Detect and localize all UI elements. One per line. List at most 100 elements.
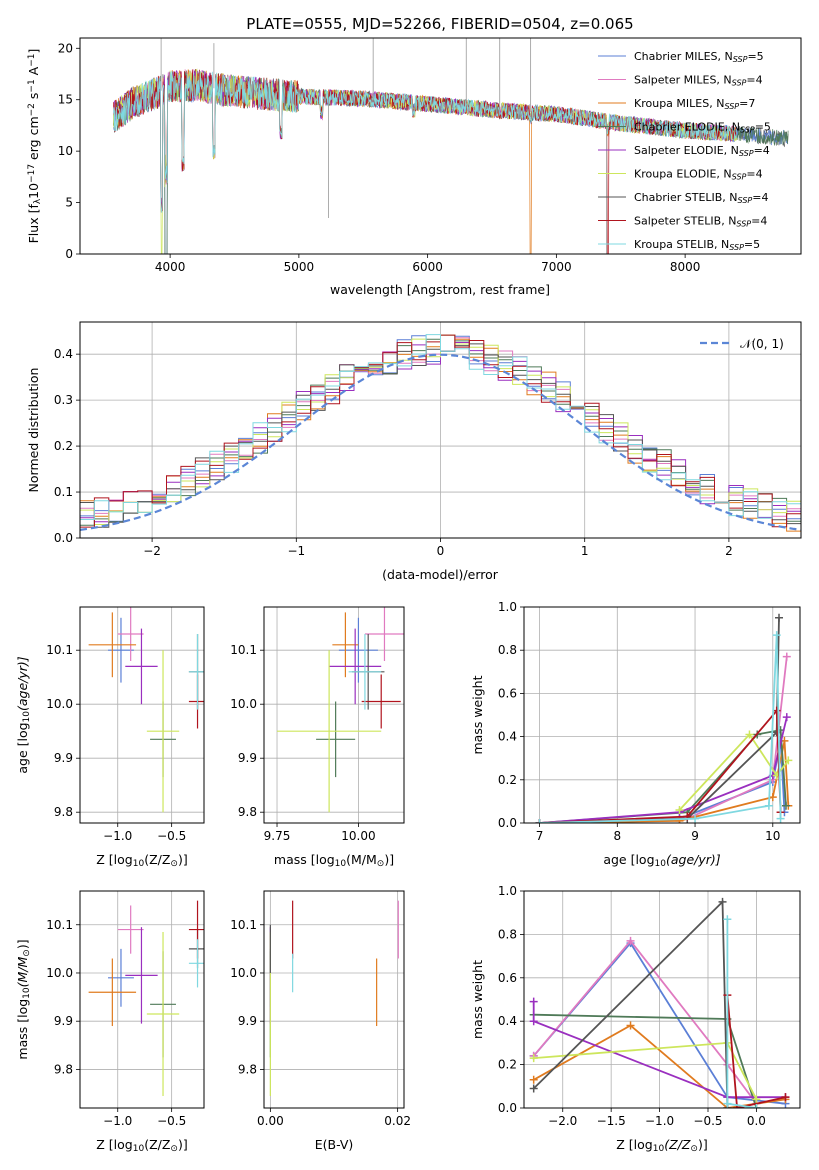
legend-sub: SSP [738,196,753,205]
xlabel-age_vs_z: Z [log10(Z/Z⊙)] [96,852,187,869]
label-part: 10 [22,711,32,723]
legend-entry: Chabrier STELIB, NSSP=4 [634,191,768,205]
plot-area [524,607,800,823]
label-part: E(B-V) [315,1137,354,1152]
weight-marker-salp_elodie [529,997,538,1006]
label-part: )] [698,1137,708,1152]
legend-sub: SSP [732,173,747,182]
legend-sub: SSP [736,220,751,229]
plot-area [80,607,204,823]
legend-name: Kroupa STELIB, N [634,238,729,251]
plot-background [264,891,404,1108]
weight-marker-salp_miles [782,652,791,661]
weight-marker-krou_stelib [772,631,781,640]
histogram-krou_stelib [80,334,801,520]
weight-marker-krou_miles [529,1075,538,1084]
y-tick-label: 10.1 [230,643,257,657]
label-part: )] [15,939,30,949]
x-tick-label: 0.00 [257,1114,284,1128]
y-tick-label: 0.4 [498,1014,517,1028]
weight-marker-krou_stelib [723,1099,732,1108]
x-tick-label: −1.5 [597,1114,626,1128]
label-part: 10 [133,1144,145,1154]
y-tick-label: 9.9 [238,1014,257,1028]
label-part: 10 [26,183,41,199]
y-tick-label: 0.0 [498,1101,517,1115]
y-tick-label: 0.4 [498,730,517,744]
spectrum-line-krou_stelib [113,70,737,213]
weight-marker-chab_stelib [775,613,784,622]
x-tick-label: 10 [765,829,780,843]
x-tick-label: 0.02 [384,1114,411,1128]
weight-marker-krou_stelib [535,819,544,823]
y-tick-label: 15 [58,93,73,107]
residual-xlabel: (data-model)/error [382,567,499,582]
weight-marker-chab_stelib [529,1084,538,1093]
label-part: λ [33,198,43,204]
y-tick-label: 0.0 [498,816,517,830]
weight-marker-krou_elodie [745,730,754,739]
y-tick-label: 10.0 [46,697,73,711]
legend-name: Salpeter MILES, N [634,74,732,87]
legend-name: Salpeter STELIB, N [634,215,736,228]
y-tick-label: 20 [58,41,73,55]
label-part: (Z/Z [144,852,170,867]
label-part: Z [log [616,1137,652,1152]
plot-frame [263,606,405,824]
label-part: age [log [603,852,654,867]
y-tick-label: 9.8 [238,1062,257,1076]
ylabel-weight_vs_z: mass weight [470,960,485,1039]
plot-background [524,607,800,823]
x-tick-label: 4000 [155,260,186,274]
y-tick-label: 1.0 [498,884,517,898]
label-part: ⊙ [22,949,32,957]
y-tick-label: 10.1 [46,918,73,932]
label-part: Flux [f [26,204,41,244]
spectrum-ylabel: Flux [fλ10−17 erg cm−2 s−1 A−1] [26,49,43,244]
axes-age_vs_mass: 9.75 10.00 9.8 9.9 10.0 10.1 [230,606,405,843]
x-tick-label: 0.0 [747,1114,766,1128]
label-part: Z [log [96,852,132,867]
y-tick-label: 0.8 [498,643,517,657]
label-part: ⊙ [170,1144,178,1154]
legend-entry: Kroupa STELIB, NSSP=5 [634,238,760,252]
legend-sub: SSP [739,149,754,158]
y-tick-label: 10 [58,144,73,158]
legend-n: =5 [744,238,760,251]
plot-area [524,891,800,1108]
legend-n: =7 [739,97,755,110]
weight-marker-krou_elodie [752,1095,761,1104]
label-part: mass [log [274,852,335,867]
label-part: 10 [22,987,32,999]
plot-area [264,607,404,823]
weight-line-salp_stelib [726,995,786,1108]
x-tick-label: 10.00 [341,829,375,843]
figure-title: PLATE=0555, MJD=52266, FIBERID=0504, z=0… [246,15,633,33]
y-tick-label: 0.4 [54,347,73,361]
legend-sub: SSP [729,243,744,252]
ylabel-age_vs_z: age [log10(age/yr)] [15,656,32,773]
plot-area [113,38,789,254]
label-part: (age/yr)] [666,852,721,867]
xlabel-mass_vs_ebv: E(B-V) [315,1137,354,1152]
label-part: ⊙ [690,1144,698,1154]
legend-n: =4 [752,191,768,204]
legend-name: Salpeter ELODIE, N [634,144,739,157]
label-part: Z [log [96,1137,132,1152]
label-part: age [log [15,722,30,773]
x-tick-label: 7000 [541,260,572,274]
label-part: )] [384,852,394,867]
label-part: ⊙ [377,859,385,869]
legend-name: Chabrier STELIB, N [634,191,738,204]
x-tick-label: −0.5 [693,1114,722,1128]
plot-area [80,322,801,538]
legend-entry: Chabrier ELODIE, NSSP=5 [634,121,771,135]
x-tick-label: −1 [287,544,305,558]
x-tick-label: −0.5 [157,1114,186,1128]
y-tick-label: 0.6 [498,971,517,985]
label-part: 10 [133,859,145,869]
legend-name: Kroupa ELODIE, N [634,168,732,181]
legend-name: Chabrier MILES, N [634,50,733,63]
x-tick-label: −1.0 [645,1114,674,1128]
